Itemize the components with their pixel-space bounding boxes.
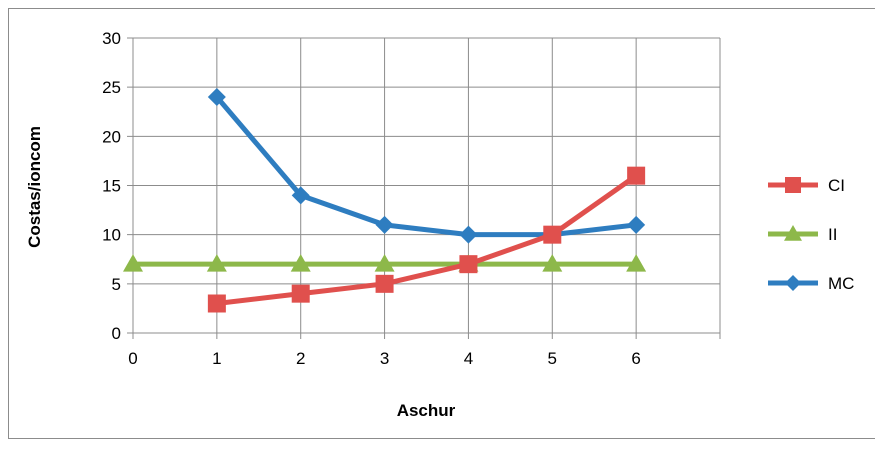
y-axis-label: Costas/ioncom xyxy=(25,126,44,248)
legend-label: II xyxy=(828,225,837,244)
y-tick-label: 10 xyxy=(102,226,121,245)
y-tick-label: 25 xyxy=(102,78,121,97)
x-tick-label: 2 xyxy=(296,349,305,368)
x-tick-label: 4 xyxy=(464,349,473,368)
x-tick-label: 5 xyxy=(548,349,557,368)
square-marker xyxy=(459,255,477,273)
square-marker xyxy=(292,285,310,303)
legend-label: MC xyxy=(828,274,854,293)
y-tick-label: 5 xyxy=(112,275,121,294)
y-tick-label: 20 xyxy=(102,127,121,146)
square-marker xyxy=(543,226,561,244)
square-marker xyxy=(208,295,226,313)
square-marker xyxy=(627,167,645,185)
square-marker xyxy=(785,177,801,193)
chart-border xyxy=(9,9,875,439)
x-tick-label: 3 xyxy=(380,349,389,368)
x-axis-label: Aschur xyxy=(397,401,456,420)
x-tick-label: 1 xyxy=(212,349,221,368)
x-tick-label: 0 xyxy=(128,349,137,368)
y-tick-label: 0 xyxy=(112,324,121,343)
y-tick-label: 15 xyxy=(102,177,121,196)
square-marker xyxy=(376,275,394,293)
legend-label: CI xyxy=(828,176,845,195)
y-tick-label: 30 xyxy=(102,29,121,48)
x-tick-label: 6 xyxy=(631,349,640,368)
